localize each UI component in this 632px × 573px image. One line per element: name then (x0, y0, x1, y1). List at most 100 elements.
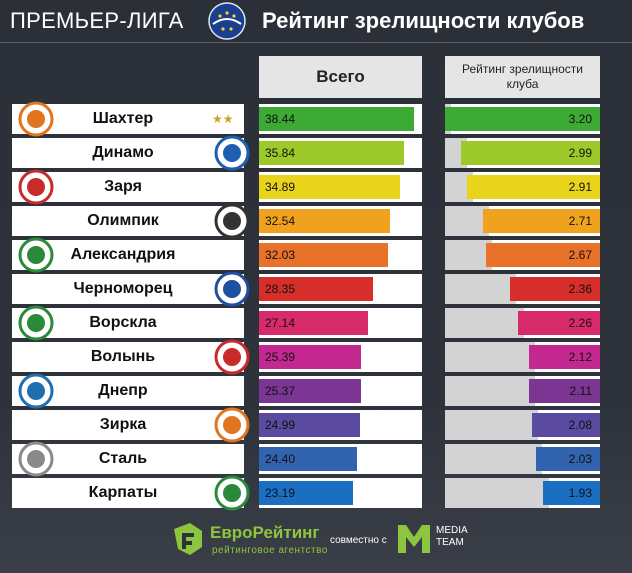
club-badge-icon (18, 169, 54, 205)
total-value-label: 32.54 (265, 214, 296, 228)
club-name-box: Заря (12, 169, 244, 205)
club-name-box: Шахтер ★★ (12, 101, 244, 137)
rating-bar-panel: 2.26 (445, 308, 600, 338)
brand-name: ЕвроРейтинг (210, 523, 320, 542)
club-name-box: Волынь (12, 339, 250, 375)
evrorating-logo-icon (174, 523, 202, 555)
rating-value-label: 2.67 (568, 248, 592, 262)
rating-bar (467, 175, 600, 199)
total-bar-panel: 28.35 (259, 274, 422, 304)
rating-bar (510, 277, 600, 301)
rating-bar (517, 311, 600, 335)
rating-bar-panel: 2.11 (445, 376, 600, 406)
club-name: Заря (104, 178, 142, 195)
total-bar (259, 277, 374, 301)
total-bar-panel: 24.40 (259, 444, 422, 474)
club-name-box: Карпаты (12, 475, 250, 511)
together-label: совместно с (330, 535, 387, 546)
total-bar (259, 481, 353, 505)
rating-bar-panel: 2.71 (445, 206, 600, 236)
rating-value-label: 2.71 (568, 214, 592, 228)
club-name-box: Сталь (12, 441, 244, 477)
rating-bar-background (445, 478, 550, 508)
total-bar-panel: 23.19 (259, 478, 422, 508)
table-row: Динамо 35.84 2.99 (0, 135, 632, 171)
table-row: Черноморец 28.35 2.36 (0, 271, 632, 307)
rating-value-label: 2.91 (568, 180, 592, 194)
total-value-label: 38.44 (265, 112, 296, 126)
club-name: Черноморец (73, 280, 173, 297)
club-name: Олимпик (87, 212, 159, 229)
club-name: Зирка (99, 416, 147, 433)
rating-bar-background (445, 240, 493, 270)
club-badge-icon (214, 203, 250, 239)
total-value-label: 25.39 (265, 350, 296, 364)
rating-bar-panel: 2.08 (445, 410, 600, 440)
club-badge-icon (18, 305, 54, 341)
rating-bar-background (445, 376, 536, 406)
total-bar (259, 345, 362, 369)
brand-subtitle: рейтинговое агентство (212, 545, 328, 556)
club-badge-icon (18, 441, 54, 477)
rating-bar (531, 413, 600, 437)
rating-bar-background (445, 308, 524, 338)
club-name: Шахтер (92, 110, 154, 127)
rating-bar (529, 379, 600, 403)
club-name-box: Ворскла (12, 305, 244, 341)
total-bar-panel: 32.54 (259, 206, 422, 236)
total-bar (259, 413, 360, 437)
table-row: Заря 34.89 2.91 (0, 169, 632, 205)
table-row: Зирка 24.99 2.08 (0, 407, 632, 443)
total-value-label: 35.84 (265, 146, 296, 160)
rating-bar (482, 209, 600, 233)
club-badge-icon (214, 475, 250, 511)
table-row: Сталь 24.40 2.03 (0, 441, 632, 477)
rating-value-label: 1.93 (568, 486, 592, 500)
club-name-box: Динамо (12, 135, 250, 171)
club-name-box: Олимпик (12, 203, 250, 239)
rating-bar-background (445, 410, 538, 440)
rating-bar (445, 107, 600, 131)
total-bar (259, 209, 391, 233)
total-bar-panel: 35.84 (259, 138, 422, 168)
rating-bar-background (445, 342, 535, 372)
header: ПРЕМЬЕР-ЛИГА Рейтинг зрелищности клубов (0, 0, 632, 43)
total-bar-panel: 32.03 (259, 240, 422, 270)
table-row: Александрия 32.03 2.67 (0, 237, 632, 273)
club-badge-icon (18, 373, 54, 409)
club-badge-icon (214, 407, 250, 443)
rating-value-label: 3.20 (568, 112, 592, 126)
total-value-label: 34.89 (265, 180, 296, 194)
total-value-label: 28.35 (265, 282, 296, 296)
club-badge-icon (214, 135, 250, 171)
rating-bar (543, 481, 600, 505)
table-row: Шахтер ★★ 38.44 3.20 (0, 101, 632, 137)
rating-bar-panel: 3.20 (445, 104, 600, 134)
rating-value-label: 2.99 (568, 146, 592, 160)
total-bar (259, 243, 389, 267)
column-header-rating: Рейтинг зрелищности клуба (445, 56, 600, 98)
media-team-logo-icon (398, 525, 430, 553)
club-name-box: Зирка (12, 407, 250, 443)
club-name: Динамо (92, 144, 154, 161)
league-logo-icon (208, 2, 246, 40)
total-bar (259, 175, 400, 199)
league-name: ПРЕМЬЕР-ЛИГА (10, 8, 184, 33)
rating-value-label: 2.03 (568, 452, 592, 466)
total-value-label: 23.19 (265, 486, 296, 500)
footer: ЕвроРейтинг рейтинговое агентство совмес… (0, 515, 632, 573)
rating-bar (535, 447, 600, 471)
partner-name: MEDIA TEAM (436, 525, 468, 548)
rating-bar-background (445, 274, 517, 304)
table-row: Карпаты 23.19 1.93 (0, 475, 632, 511)
total-bar-panel: 25.39 (259, 342, 422, 372)
rating-value-label: 2.11 (569, 384, 592, 398)
club-name-box: Днепр (12, 373, 244, 409)
total-value-label: 27.14 (265, 316, 296, 330)
club-badge-icon (214, 339, 250, 375)
rating-value-label: 2.26 (568, 316, 592, 330)
total-bar (259, 311, 369, 335)
club-name-box: Александрия (12, 237, 244, 273)
total-bar (259, 447, 358, 471)
club-name: Ворскла (89, 314, 157, 331)
